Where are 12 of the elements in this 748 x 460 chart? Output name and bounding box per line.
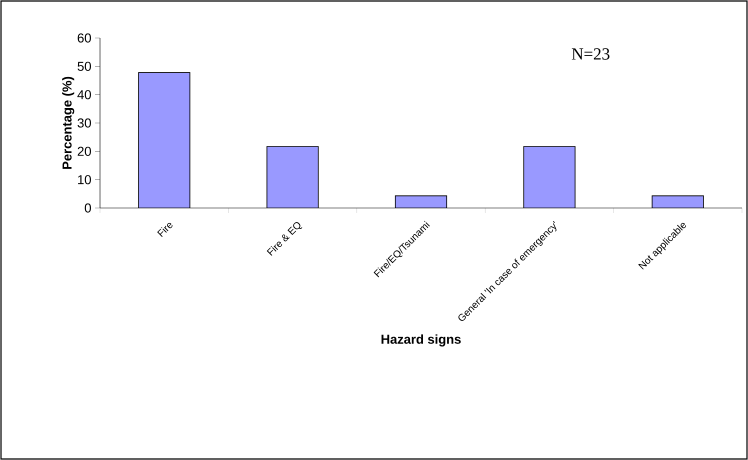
y-tick-label: 0 bbox=[84, 203, 91, 213]
y-axis-title: Percentage (%) bbox=[62, 76, 74, 169]
x-axis-title: Hazard signs bbox=[382, 334, 461, 346]
y-tick-label: 40 bbox=[77, 90, 91, 100]
y-tick-label: 50 bbox=[78, 62, 91, 71]
y-tick-label: 60 bbox=[78, 33, 91, 43]
y-tick-label: 20 bbox=[78, 146, 91, 156]
x-tick-label: Fire bbox=[157, 222, 172, 238]
y-tick-label: 10 bbox=[78, 175, 91, 184]
annotation: N=23 bbox=[572, 48, 610, 60]
x-tick-label: Fire & EQ bbox=[266, 222, 302, 256]
y-tick-label: 30 bbox=[78, 118, 91, 128]
